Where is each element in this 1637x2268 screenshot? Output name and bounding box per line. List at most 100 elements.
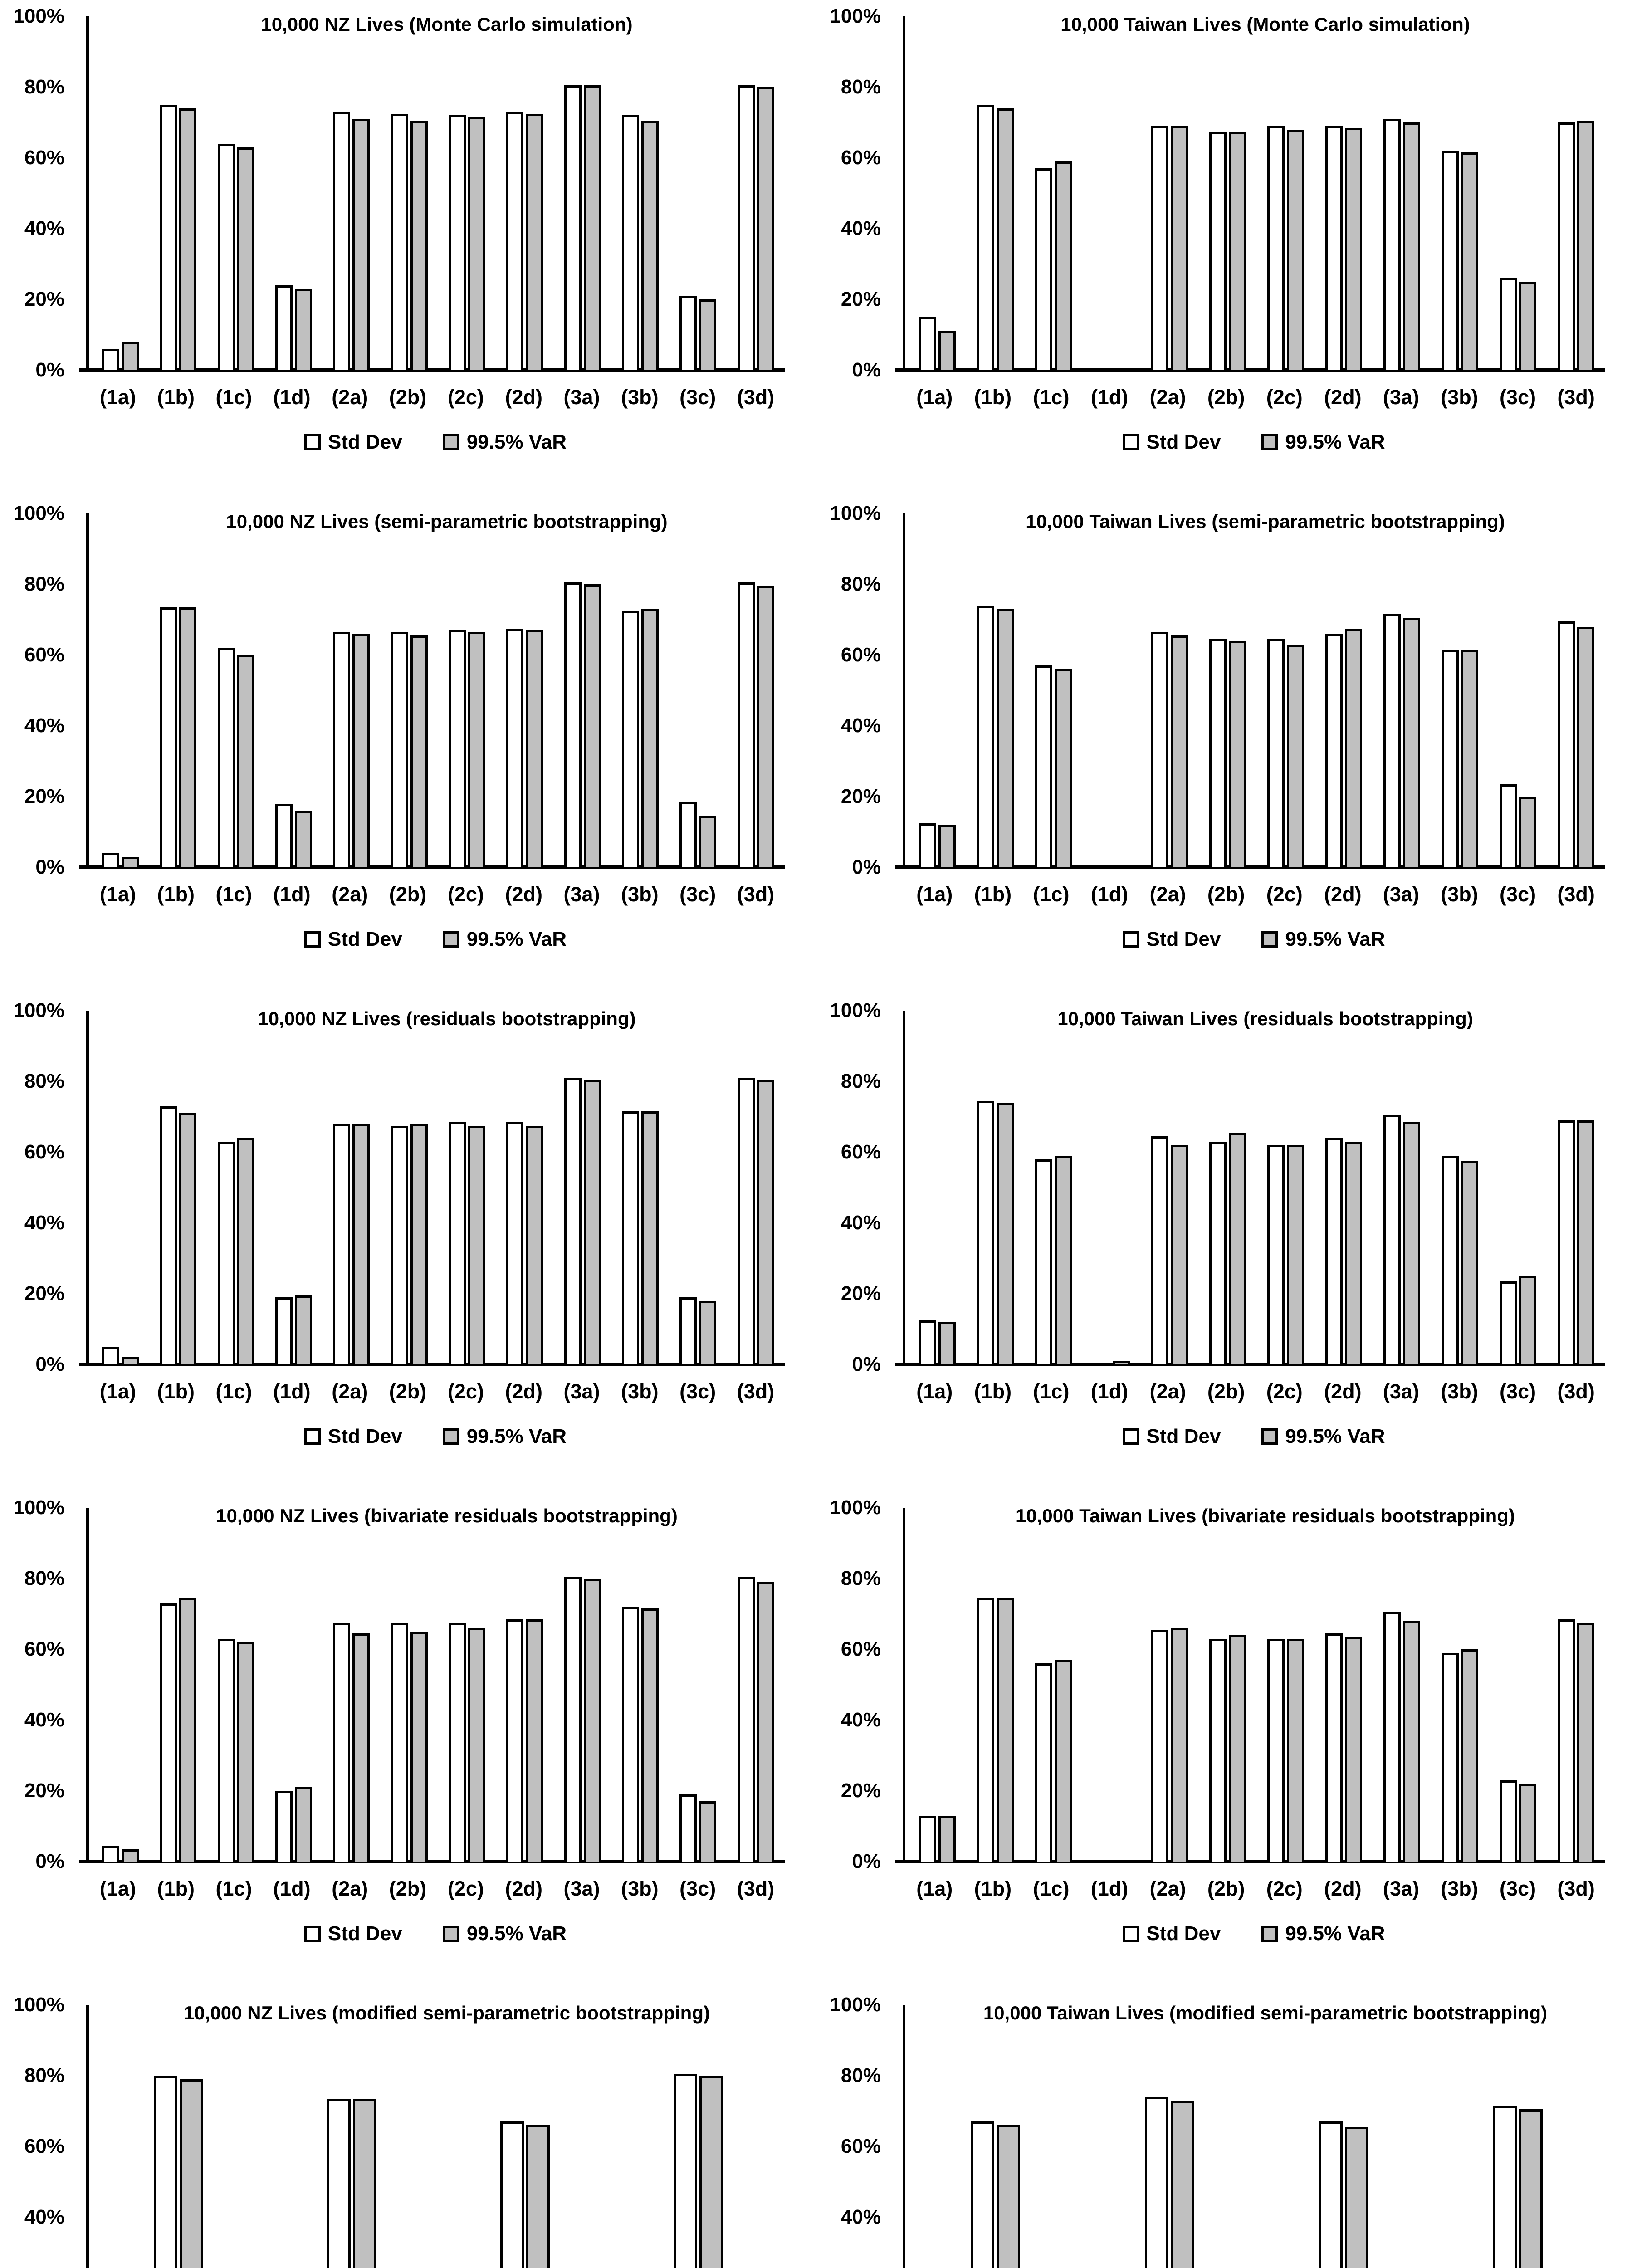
bar-groups [92,16,785,370]
bar-var [526,1619,543,1862]
y-axis: 0% 20% 40% 60% 80% 100% [816,1496,894,1872]
bar-std-dev [564,1078,582,1364]
bar-group [1373,16,1431,370]
bar-group [1257,2005,1431,2268]
x-axis-category-label: (3b) [1441,883,1478,906]
legend-item-var: 99.5% VaR [1261,928,1385,951]
legend-item-var: 99.5% VaR [1261,431,1385,454]
y-axis-tick-label: 60% [24,2135,64,2157]
bar-var [641,121,659,370]
bar-var [1345,127,1363,370]
bar-group [265,513,323,867]
x-axis-category-label: (3c) [1500,883,1536,906]
x-axis-category-label: (3d) [737,883,775,906]
legend: Std Dev 99.5% VaR [86,1425,785,1448]
bar-group [1431,513,1489,867]
bar-group [92,1011,149,1364]
bar-var [1461,152,1479,370]
bar-std-dev [1267,639,1285,867]
bar-group [669,16,727,370]
bar-group [727,1508,785,1862]
y-axis: 0% 20% 40% 60% 80% 100% [816,999,894,1375]
bar-std-dev [919,1320,936,1364]
bar-std-dev [919,823,936,867]
bar-var [295,811,313,867]
x-axis-category-label: (2b) [1207,1877,1245,1900]
bar-var [352,634,370,867]
y-axis-tick-label: 20% [24,1282,64,1305]
legend-item-std-dev: Std Dev [1123,928,1221,951]
y-axis-tick-label: 80% [24,1567,64,1589]
bar-std-dev [449,630,466,867]
bar-var [1345,1637,1363,1862]
std-dev-swatch-icon [1123,434,1139,450]
y-axis-tick-label: 60% [840,1141,881,1163]
legend-item-std-dev: Std Dev [304,928,402,951]
bar-var [641,1608,659,1862]
bar-var [526,113,543,370]
legend: Std Dev 99.5% VaR [86,431,785,454]
bar-var [1577,1623,1595,1862]
std-dev-swatch-icon [1123,931,1139,948]
bar-group [1489,513,1547,867]
bar-var [1345,628,1363,867]
bar-group [908,2005,1082,2268]
chart-title: 10,000 Taiwan Lives (residuals bootstrap… [1057,1008,1473,1029]
bar-group [438,513,496,867]
bar-std-dev [506,1122,524,1364]
x-axis-category-label: (2a) [332,1877,368,1900]
bar-group [323,16,380,370]
x-axis-category-label: (2a) [1149,386,1186,409]
y-axis-tick-label: 60% [840,644,881,666]
bar-std-dev [217,1638,235,1862]
bar-group [1140,1011,1198,1364]
x-axis-category-label: (1b) [974,386,1012,409]
bar-std-dev [391,1623,408,1862]
y-axis-tick-label: 0% [35,1850,64,1872]
bar-var [352,119,370,370]
x-axis-category-label: (2d) [1324,883,1362,906]
bar-group [323,1508,380,1862]
bar-group [727,16,785,370]
legend-label-var: 99.5% VaR [466,1922,567,1945]
chart-1: 10,000 NZ Lives (Monte Carlo simulation)… [0,0,816,497]
var-swatch-icon [1261,931,1278,948]
y-axis-tick-label: 80% [24,573,64,595]
bar-var [1054,1660,1072,1862]
bar-var [1054,669,1072,867]
bar-var [1403,122,1421,370]
bar-var [1228,1133,1246,1364]
bar-group [966,1508,1024,1862]
bar-std-dev [391,1125,408,1364]
std-dev-swatch-icon [1123,1926,1139,1942]
bar-std-dev [1493,2106,1517,2268]
y-axis-tick-label: 60% [840,1638,881,1660]
x-axis-category-label: (2a) [1149,1380,1186,1403]
std-dev-swatch-icon [304,931,321,948]
bar-var [179,607,197,867]
bar-var [583,584,601,867]
y-axis: 0% 20% 40% 60% 80% 100% [0,5,77,381]
chart-4: 10,000 Taiwan Lives (semi-parametric boo… [816,497,1637,994]
legend-item-std-dev: Std Dev [1123,1922,1221,1945]
x-axis-category-label: (3c) [679,883,716,906]
y-axis-tick-label: 100% [830,5,881,27]
x-axis-category-label: (1b) [974,883,1012,906]
bar-group [496,1508,553,1862]
bar-std-dev [737,582,755,867]
y-axis-tick-label: 20% [840,288,881,310]
bar-var [996,1598,1014,1862]
bar-std-dev [1442,650,1459,867]
y-axis-tick-label: 100% [13,1496,64,1519]
x-axis-category-label: (1a) [916,883,953,906]
x-axis-category-label: (1c) [1033,1380,1070,1403]
y-axis-tick-label: 100% [830,502,881,524]
bar-groups [908,2005,1605,2268]
x-axis-category-label: (1a) [99,386,136,409]
bar-group [1431,2005,1605,2268]
bar-var [1461,1649,1479,1862]
bar-std-dev [102,853,120,867]
bar-std-dev [1558,621,1575,867]
bar-std-dev [449,115,466,370]
